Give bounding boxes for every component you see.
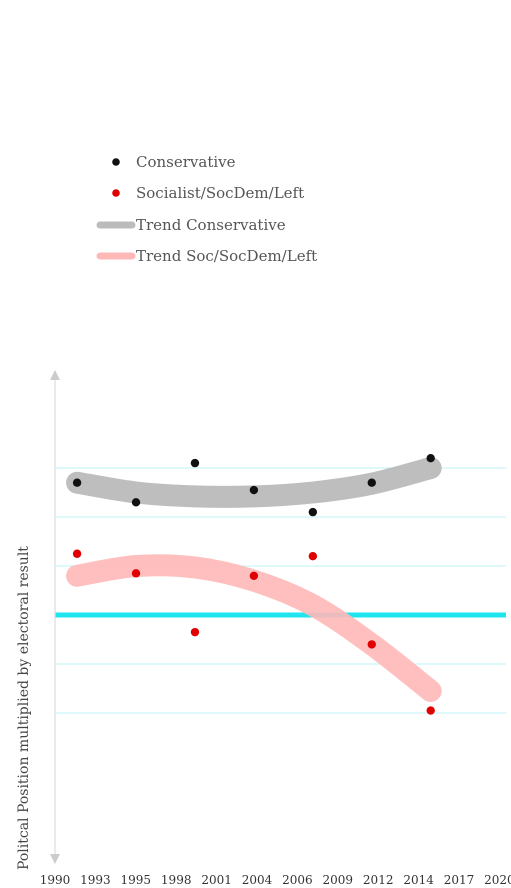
legend: Conservative Socialist/SocDem/Left Trend… [96, 153, 317, 265]
x-tick-label: 2014 [403, 873, 434, 887]
x-tick-label: 2001 [201, 873, 232, 887]
y-axis-label: Politcal Position multiplied by electora… [16, 546, 32, 870]
point-socialist-socdem-left-0 [72, 549, 82, 558]
x-tick-label: 1993 [80, 873, 111, 887]
point-conservative-6 [426, 454, 435, 463]
legend-label-trend-conservative: Trend Conservative [136, 216, 286, 234]
legend-label-socialist: Socialist/SocDem/Left [136, 184, 304, 202]
point-socialist-socdem-left-2 [190, 627, 200, 637]
point-conservative-3 [249, 485, 259, 495]
x-tick-label: 1998 [161, 873, 192, 887]
legend-label-conservative: Conservative [136, 153, 236, 171]
trend-line-trend-soc-socdem-left [66, 554, 442, 702]
grid [55, 467, 506, 714]
x-tick-label: 2009 [323, 873, 354, 887]
point-socialist-socdem-left-3 [249, 571, 259, 580]
y-axis-arrow-down [50, 854, 60, 864]
x-tick-label: 2017 [444, 873, 475, 887]
point-conservative-2 [190, 458, 200, 468]
x-axis-ticks: 1990 1993 1995 1998 2001 2004 2006 2009 2012 2014… [40, 873, 511, 887]
y-axis-arrow-up [50, 370, 60, 380]
x-tick-label: 1990 [40, 873, 71, 887]
point-socialist-socdem-left-1 [131, 569, 141, 578]
point-socialist-socdem-left-4 [308, 552, 318, 561]
x-tick-label: 2004 [242, 873, 273, 887]
legend-label-trend-left: Trend Soc/SocDem/Left [136, 247, 317, 265]
x-tick-label: 2012 [363, 873, 394, 887]
x-tick-label: 2020 [484, 873, 511, 887]
point-conservative-0 [72, 478, 82, 487]
data-points [72, 454, 435, 715]
point-socialist-socdem-left-6 [426, 706, 435, 715]
legend-marker-conservative [112, 158, 120, 166]
legend-marker-socialist [112, 189, 120, 197]
x-tick-label: 1995 [121, 873, 152, 887]
point-conservative-5 [367, 478, 376, 487]
point-conservative-1 [131, 498, 141, 507]
y-axis [50, 370, 60, 864]
x-tick-label: 2006 [282, 873, 313, 887]
point-conservative-4 [308, 507, 318, 517]
point-socialist-socdem-left-5 [367, 640, 376, 649]
